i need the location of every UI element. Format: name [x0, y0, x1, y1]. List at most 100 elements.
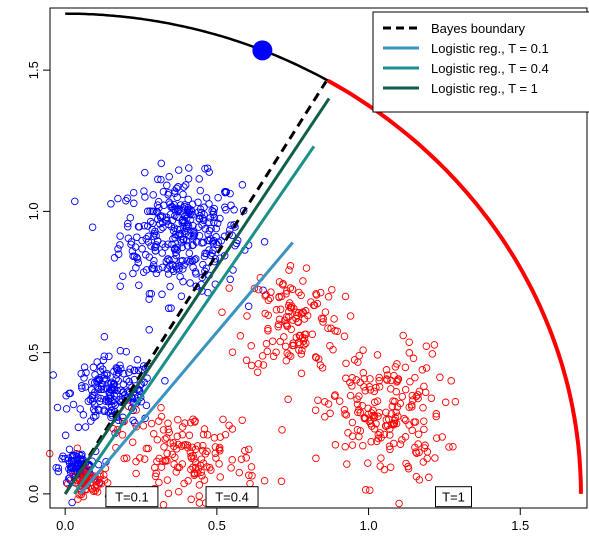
- data-point-red: [421, 388, 430, 397]
- data-point-red: [312, 353, 320, 362]
- data-point-red: [120, 417, 128, 426]
- data-point-blue: [103, 371, 111, 379]
- data-point-blue: [204, 230, 212, 238]
- data-point-red: [287, 302, 296, 310]
- data-point-red: [242, 454, 250, 462]
- data-point-red: [392, 408, 400, 417]
- data-point-red: [365, 417, 373, 426]
- boundary-line-1: [79, 241, 294, 495]
- data-point-red: [276, 337, 284, 346]
- data-point-red: [174, 440, 183, 449]
- data-point-blue: [89, 363, 98, 372]
- data-point-red: [197, 455, 206, 463]
- data-point-red: [449, 442, 457, 451]
- data-point-red: [382, 366, 391, 374]
- data-point-red: [171, 453, 179, 461]
- data-point-red: [360, 374, 369, 383]
- data-point-red: [343, 460, 351, 468]
- data-point-red: [348, 418, 357, 427]
- data-point-blue: [164, 304, 173, 313]
- data-point-red: [201, 450, 210, 458]
- data-point-red: [400, 414, 408, 423]
- data-point-red: [267, 288, 275, 296]
- data-point-blue: [133, 355, 142, 364]
- data-point-red: [191, 458, 200, 467]
- data-point-red: [432, 410, 441, 418]
- data-point-blue: [64, 474, 73, 483]
- data-point-blue: [142, 401, 151, 410]
- data-point-red: [199, 430, 208, 439]
- data-point-blue: [93, 358, 101, 366]
- data-point-blue: [114, 369, 123, 377]
- data-point-blue: [95, 406, 103, 415]
- data-point-red: [401, 363, 410, 372]
- data-point-red: [97, 479, 106, 488]
- data-point-blue: [191, 268, 200, 276]
- data-point-red: [420, 425, 428, 434]
- data-point-blue: [158, 249, 166, 257]
- data-point-red: [203, 431, 212, 439]
- data-point-red: [348, 441, 357, 449]
- data-point-blue: [200, 203, 208, 212]
- legend-label-2: Logistic reg., T = 0.4: [431, 61, 549, 76]
- data-point-red: [159, 501, 168, 509]
- data-point-red: [266, 294, 274, 302]
- data-point-red: [409, 396, 417, 404]
- data-point-blue: [105, 352, 113, 361]
- data-point-blue: [205, 200, 213, 208]
- data-point-blue: [69, 456, 78, 465]
- data-point-red: [324, 324, 332, 332]
- data-point-red: [340, 332, 349, 341]
- data-point-blue: [100, 332, 109, 341]
- data-point-blue: [92, 412, 100, 420]
- data-point-blue: [53, 403, 62, 412]
- data-point-red: [314, 396, 322, 404]
- data-point-blue: [54, 467, 63, 476]
- data-point-red: [441, 398, 450, 407]
- data-point-red: [390, 371, 398, 380]
- data-point-red: [356, 408, 365, 417]
- data-point-blue: [130, 366, 138, 375]
- data-point-red: [142, 444, 151, 453]
- data-point-blue: [133, 233, 141, 241]
- data-point-red: [259, 361, 268, 369]
- data-point-red: [261, 292, 269, 300]
- data-point-blue: [166, 282, 174, 291]
- data-point-red: [327, 324, 335, 333]
- data-point-blue: [158, 263, 167, 272]
- data-point-red: [245, 471, 253, 480]
- data-point-blue: [100, 352, 109, 360]
- data-point-blue: [116, 241, 124, 249]
- data-point-red: [163, 449, 171, 458]
- data-point-red: [274, 322, 282, 331]
- data-point-blue: [124, 222, 132, 231]
- data-point-blue: [125, 368, 133, 377]
- data-point-red: [247, 342, 255, 350]
- data-point-red: [160, 443, 168, 451]
- data-point-blue: [203, 164, 212, 172]
- data-point-blue: [189, 241, 197, 249]
- data-point-blue: [174, 207, 182, 216]
- data-point-red: [200, 476, 209, 484]
- data-point-red: [374, 412, 382, 421]
- data-point-red: [198, 472, 206, 480]
- data-point-red: [75, 491, 84, 499]
- data-point-red: [422, 364, 431, 372]
- data-point-red: [74, 495, 82, 503]
- data-point-red: [412, 472, 421, 481]
- data-point-blue: [88, 223, 97, 231]
- data-point-red: [406, 377, 414, 386]
- data-point-red: [414, 394, 422, 403]
- data-point-blue: [119, 272, 127, 280]
- data-point-blue: [97, 394, 105, 403]
- data-point-red: [140, 455, 149, 463]
- data-point-red: [212, 454, 220, 462]
- data-point-red: [153, 435, 162, 444]
- data-point-red: [155, 478, 163, 487]
- data-point-blue: [49, 371, 57, 379]
- data-point-blue: [142, 266, 151, 274]
- data-point-blue: [109, 380, 118, 389]
- data-point-blue: [176, 272, 184, 281]
- data-point-red: [422, 342, 431, 350]
- data-point-blue: [157, 175, 165, 184]
